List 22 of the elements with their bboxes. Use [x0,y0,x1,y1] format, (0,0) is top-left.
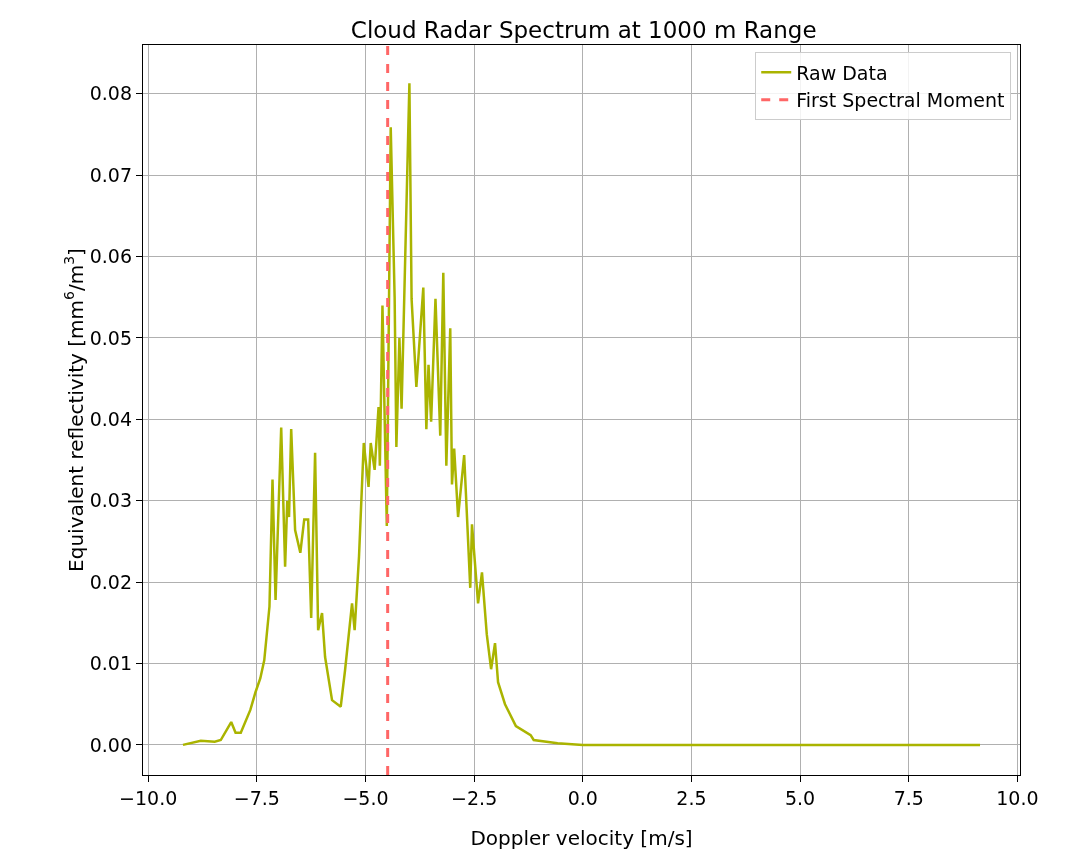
x-tick-label: 10.0 [996,786,1039,809]
x-tick-label: −10.0 [119,786,178,809]
y-tick-label: 0.00 [89,733,133,756]
y-tick-label: 0.07 [89,163,133,186]
legend-label: First Spectral Moment [796,89,1005,112]
legend-label: Raw Data [796,61,888,84]
y-tick-label: 0.03 [89,489,133,512]
y-tick-label: 0.05 [89,326,133,349]
x-tick-label: 5.0 [784,786,816,809]
x-tick-label: 7.5 [893,786,924,809]
x-tick-label: −2.5 [451,786,498,809]
y-tick-label: 0.02 [89,570,133,593]
x-tick-label: −5.0 [342,786,389,809]
x-tick-label: −7.5 [233,786,280,809]
x-tick-label: 0.0 [567,786,598,809]
chart-title: Cloud Radar Spectrum at 1000 m Range [350,16,817,43]
y-tick-label: 0.01 [89,652,133,675]
y-tick-label: 0.04 [89,408,133,431]
y-tick-label: 0.06 [89,245,133,268]
y-tick-label: 0.08 [89,82,133,105]
x-axis-title: Doppler velocity [m/s] [470,826,693,851]
x-tick-label: 2.5 [676,786,707,809]
